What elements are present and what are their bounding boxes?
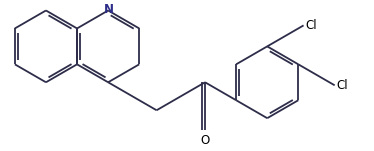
Text: Cl: Cl (336, 79, 348, 92)
Text: Cl: Cl (305, 19, 317, 32)
Text: O: O (200, 134, 210, 147)
Text: N: N (104, 3, 114, 16)
